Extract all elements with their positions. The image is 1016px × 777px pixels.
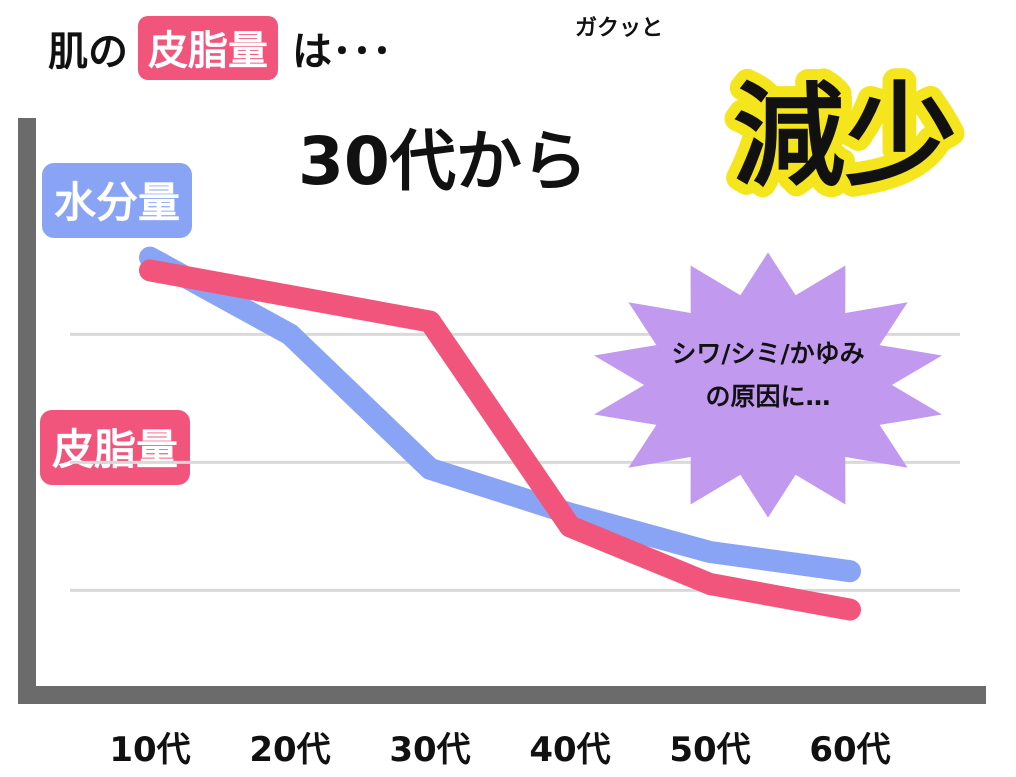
x-axis [18,686,986,704]
series-lines [139,246,861,621]
emphasis-text: 減少 [733,72,957,202]
y-axis [18,118,36,703]
ruby-annotation: ガクッと [575,16,664,41]
callout-burst: シワ/シミ/かゆみ の原因に… [594,252,942,518]
page-title-line2: 30代から [298,123,588,200]
x-tick-label: 60代 [809,730,891,770]
series-label-water: 水分量 [42,163,193,238]
emphasis-outline: 減少 [733,72,957,202]
title-suffix: は･･･ [292,29,392,75]
callout-line1: シワ/シミ/かゆみ [671,339,864,368]
callout-line2: の原因に… [705,382,830,411]
x-tick-label: 40代 [529,730,611,770]
x-tick-label: 30代 [389,730,471,770]
burst-shape [594,252,942,518]
series-label-sebum: 皮脂量 [40,410,191,485]
series-line-water [139,246,861,583]
series-line-sebum [139,259,861,621]
page-title-line1: 肌の 皮脂量 は･･･ [48,16,392,80]
x-tick-label: 20代 [249,730,331,770]
x-tick-label: 50代 [669,730,751,770]
x-tick-label: 10代 [109,730,191,770]
title-badge: 皮脂量 [138,16,278,80]
title-prefix: 肌の [48,29,128,75]
